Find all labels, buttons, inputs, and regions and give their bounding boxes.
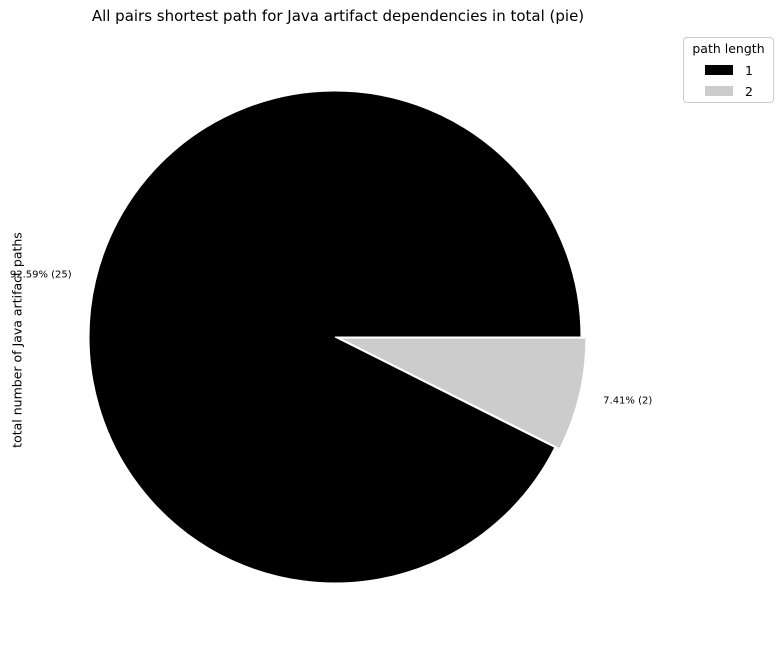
slice-label-2: 7.41% (2): [603, 396, 652, 407]
legend-entry-2: 2: [705, 83, 753, 99]
pie-slice-1: [88, 90, 582, 584]
legend-label-1: 1: [745, 62, 753, 78]
chart-title: All pairs shortest path for Java artifac…: [91, 7, 585, 25]
legend-swatch-1: [705, 65, 733, 75]
legend-entry-1: 1: [705, 62, 753, 78]
pie-slice-2: [339, 337, 587, 450]
slice-label-1: 92.59% (25): [10, 270, 72, 281]
legend-title: path length: [692, 41, 765, 56]
legend: path length 1 2: [683, 37, 774, 103]
legend-swatch-2: [705, 86, 733, 96]
legend-label-2: 2: [745, 83, 753, 99]
